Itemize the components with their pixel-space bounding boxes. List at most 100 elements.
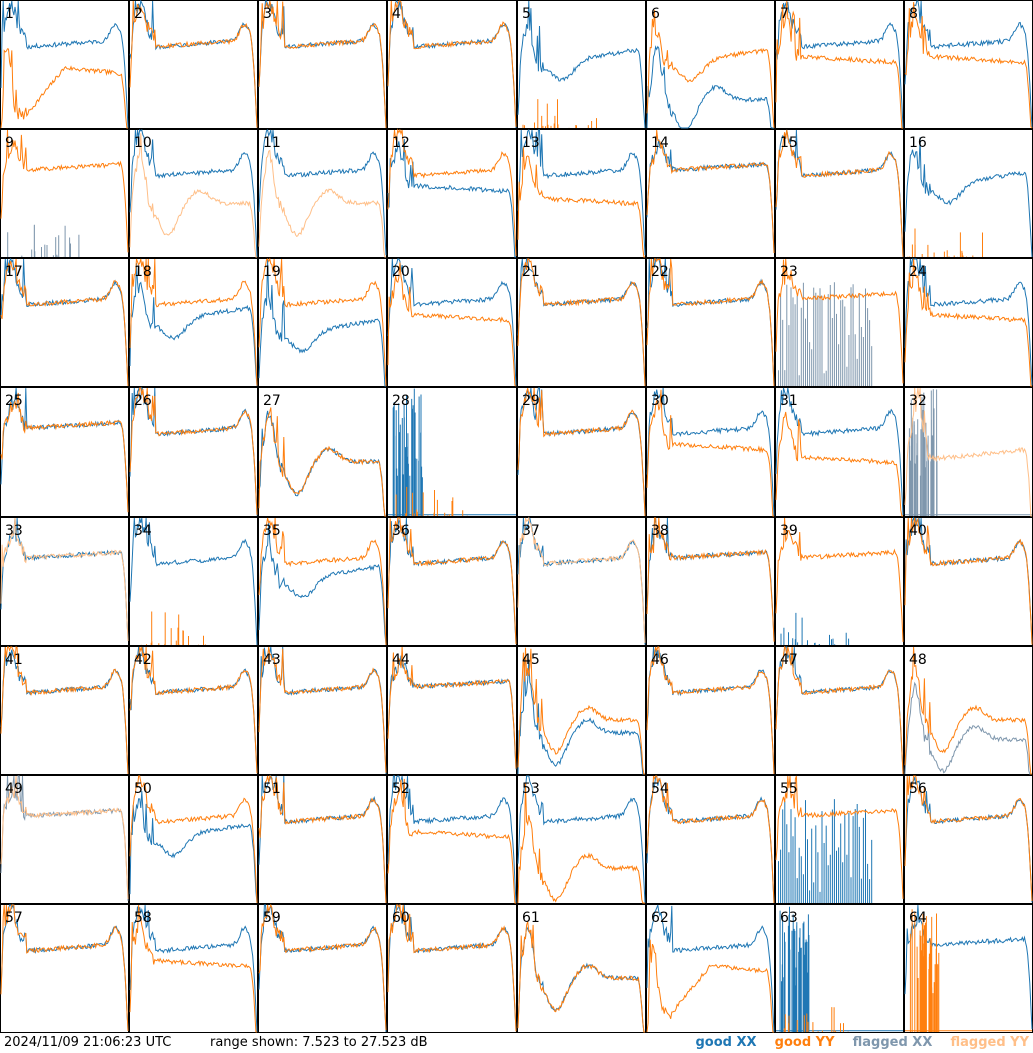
series-yy-48 bbox=[904, 646, 1032, 775]
timestamp: 2024/11/09 21:06:23 UTC bbox=[4, 1035, 172, 1050]
panel-2: 2 bbox=[129, 0, 258, 129]
series-yy-55 bbox=[775, 775, 904, 899]
panel-frame bbox=[0, 517, 129, 646]
series-xx-62 bbox=[646, 904, 775, 1033]
panel-label: 20 bbox=[392, 264, 410, 280]
panel-label: 55 bbox=[780, 781, 798, 797]
series-xx-63 bbox=[776, 906, 903, 1032]
panel-frame bbox=[646, 0, 775, 129]
panel-frame bbox=[775, 517, 904, 646]
series-yy-27 bbox=[258, 407, 386, 517]
panel-label: 22 bbox=[651, 264, 669, 280]
panel-40: 40 bbox=[904, 516, 1033, 646]
series-yy-1 bbox=[0, 48, 128, 129]
series-yy-58 bbox=[129, 904, 258, 1033]
footer-bar: 2024/11/09 21:06:23 UTC range shown: 7.5… bbox=[0, 1033, 1033, 1053]
series-yy-60 bbox=[387, 903, 517, 1032]
series-yy-37 bbox=[517, 516, 646, 643]
series-yy-29 bbox=[517, 387, 646, 517]
panel-61: 61 bbox=[517, 904, 646, 1033]
panel-label: 4 bbox=[392, 6, 401, 22]
panel-frame bbox=[517, 387, 646, 517]
series-xx-23 bbox=[778, 282, 873, 386]
series-yy-62 bbox=[646, 939, 774, 1033]
panel-frame bbox=[387, 0, 517, 129]
series-yy-40 bbox=[904, 517, 1033, 645]
legend-good-xx: good XX bbox=[695, 1035, 757, 1050]
panel-label: 27 bbox=[263, 393, 281, 409]
series-yy-61 bbox=[517, 921, 645, 1033]
panel-43: 43 bbox=[258, 646, 387, 775]
series-xx-39 bbox=[780, 612, 850, 645]
panel-frame bbox=[0, 387, 129, 517]
panel-frame bbox=[517, 517, 646, 646]
series-xx-58 bbox=[129, 904, 258, 1033]
panel-63: 63 bbox=[775, 904, 904, 1033]
panel-41: 41 bbox=[0, 646, 129, 775]
panel-3: 3 bbox=[258, 0, 387, 129]
panel-frame bbox=[775, 0, 904, 129]
panel-label: 57 bbox=[5, 910, 23, 926]
panel-frame bbox=[646, 775, 775, 904]
panel-frame bbox=[517, 904, 646, 1033]
panel-frame bbox=[258, 129, 387, 258]
panel-35: 35 bbox=[258, 517, 387, 646]
panel-frame bbox=[129, 258, 258, 387]
panel-27: 27 bbox=[258, 387, 387, 517]
panel-frame bbox=[775, 387, 904, 517]
panel-21: 21 bbox=[517, 258, 646, 387]
panel-37: 37 bbox=[517, 516, 646, 646]
panel-frame bbox=[258, 775, 387, 904]
panel-label: 1 bbox=[5, 6, 14, 22]
panel-frame bbox=[775, 646, 904, 775]
series-yy-41 bbox=[0, 646, 129, 775]
panel-24: 24 bbox=[904, 258, 1033, 387]
series-xx-48 bbox=[904, 681, 1032, 775]
panel-8: 8 bbox=[904, 0, 1033, 129]
range-label: range shown: 7.523 to 27.523 dB bbox=[210, 1035, 428, 1050]
panel-label: 48 bbox=[909, 652, 927, 668]
panel-frame bbox=[517, 258, 646, 387]
series-yy-35 bbox=[258, 517, 387, 646]
panel-33: 33 bbox=[0, 517, 129, 646]
panel-label: 28 bbox=[392, 393, 410, 409]
panel-label: 35 bbox=[263, 523, 281, 539]
panel-31: 31 bbox=[775, 387, 904, 517]
panel-frame bbox=[258, 646, 387, 775]
panel-23: 23 bbox=[775, 258, 904, 387]
series-yy-2 bbox=[129, 0, 258, 128]
panel-frame bbox=[646, 646, 775, 775]
panel-label: 44 bbox=[392, 652, 410, 668]
panel-frame bbox=[387, 387, 517, 517]
series-yy-39 bbox=[775, 517, 904, 642]
series-yy-56 bbox=[904, 775, 1033, 902]
panel-label: 8 bbox=[909, 6, 918, 22]
series-yy-28 bbox=[395, 486, 468, 516]
series-xx-53 bbox=[517, 775, 646, 904]
series-yy-42 bbox=[129, 646, 258, 774]
series-yy-57 bbox=[0, 904, 129, 1032]
series-xx-18 bbox=[129, 262, 258, 387]
legend-good-yy: good YY bbox=[774, 1035, 835, 1050]
series-yy-36 bbox=[387, 517, 517, 645]
series-xx-24 bbox=[904, 258, 1033, 386]
panel-47: 47 bbox=[775, 645, 904, 775]
series-yy-4 bbox=[387, 0, 517, 127]
panel-26: 26 bbox=[129, 386, 258, 517]
panel-7: 7 bbox=[775, 0, 904, 129]
series-xx-10 bbox=[129, 129, 258, 258]
panel-label: 23 bbox=[780, 264, 798, 280]
panel-label: 19 bbox=[263, 264, 281, 280]
panel-label: 13 bbox=[522, 135, 540, 151]
panel-60: 60 bbox=[387, 903, 517, 1033]
panel-18: 18 bbox=[129, 258, 258, 387]
series-yy-64 bbox=[905, 909, 1032, 1032]
series-xx-50 bbox=[129, 790, 258, 904]
panel-1: 1 bbox=[0, 0, 129, 129]
series-xx-19 bbox=[258, 258, 386, 387]
series-yy-32 bbox=[904, 387, 1032, 517]
series-xx-35 bbox=[258, 521, 387, 646]
panel-32: 32 bbox=[904, 387, 1033, 517]
panel-frame bbox=[517, 646, 646, 775]
panel-14: 14 bbox=[646, 129, 775, 258]
